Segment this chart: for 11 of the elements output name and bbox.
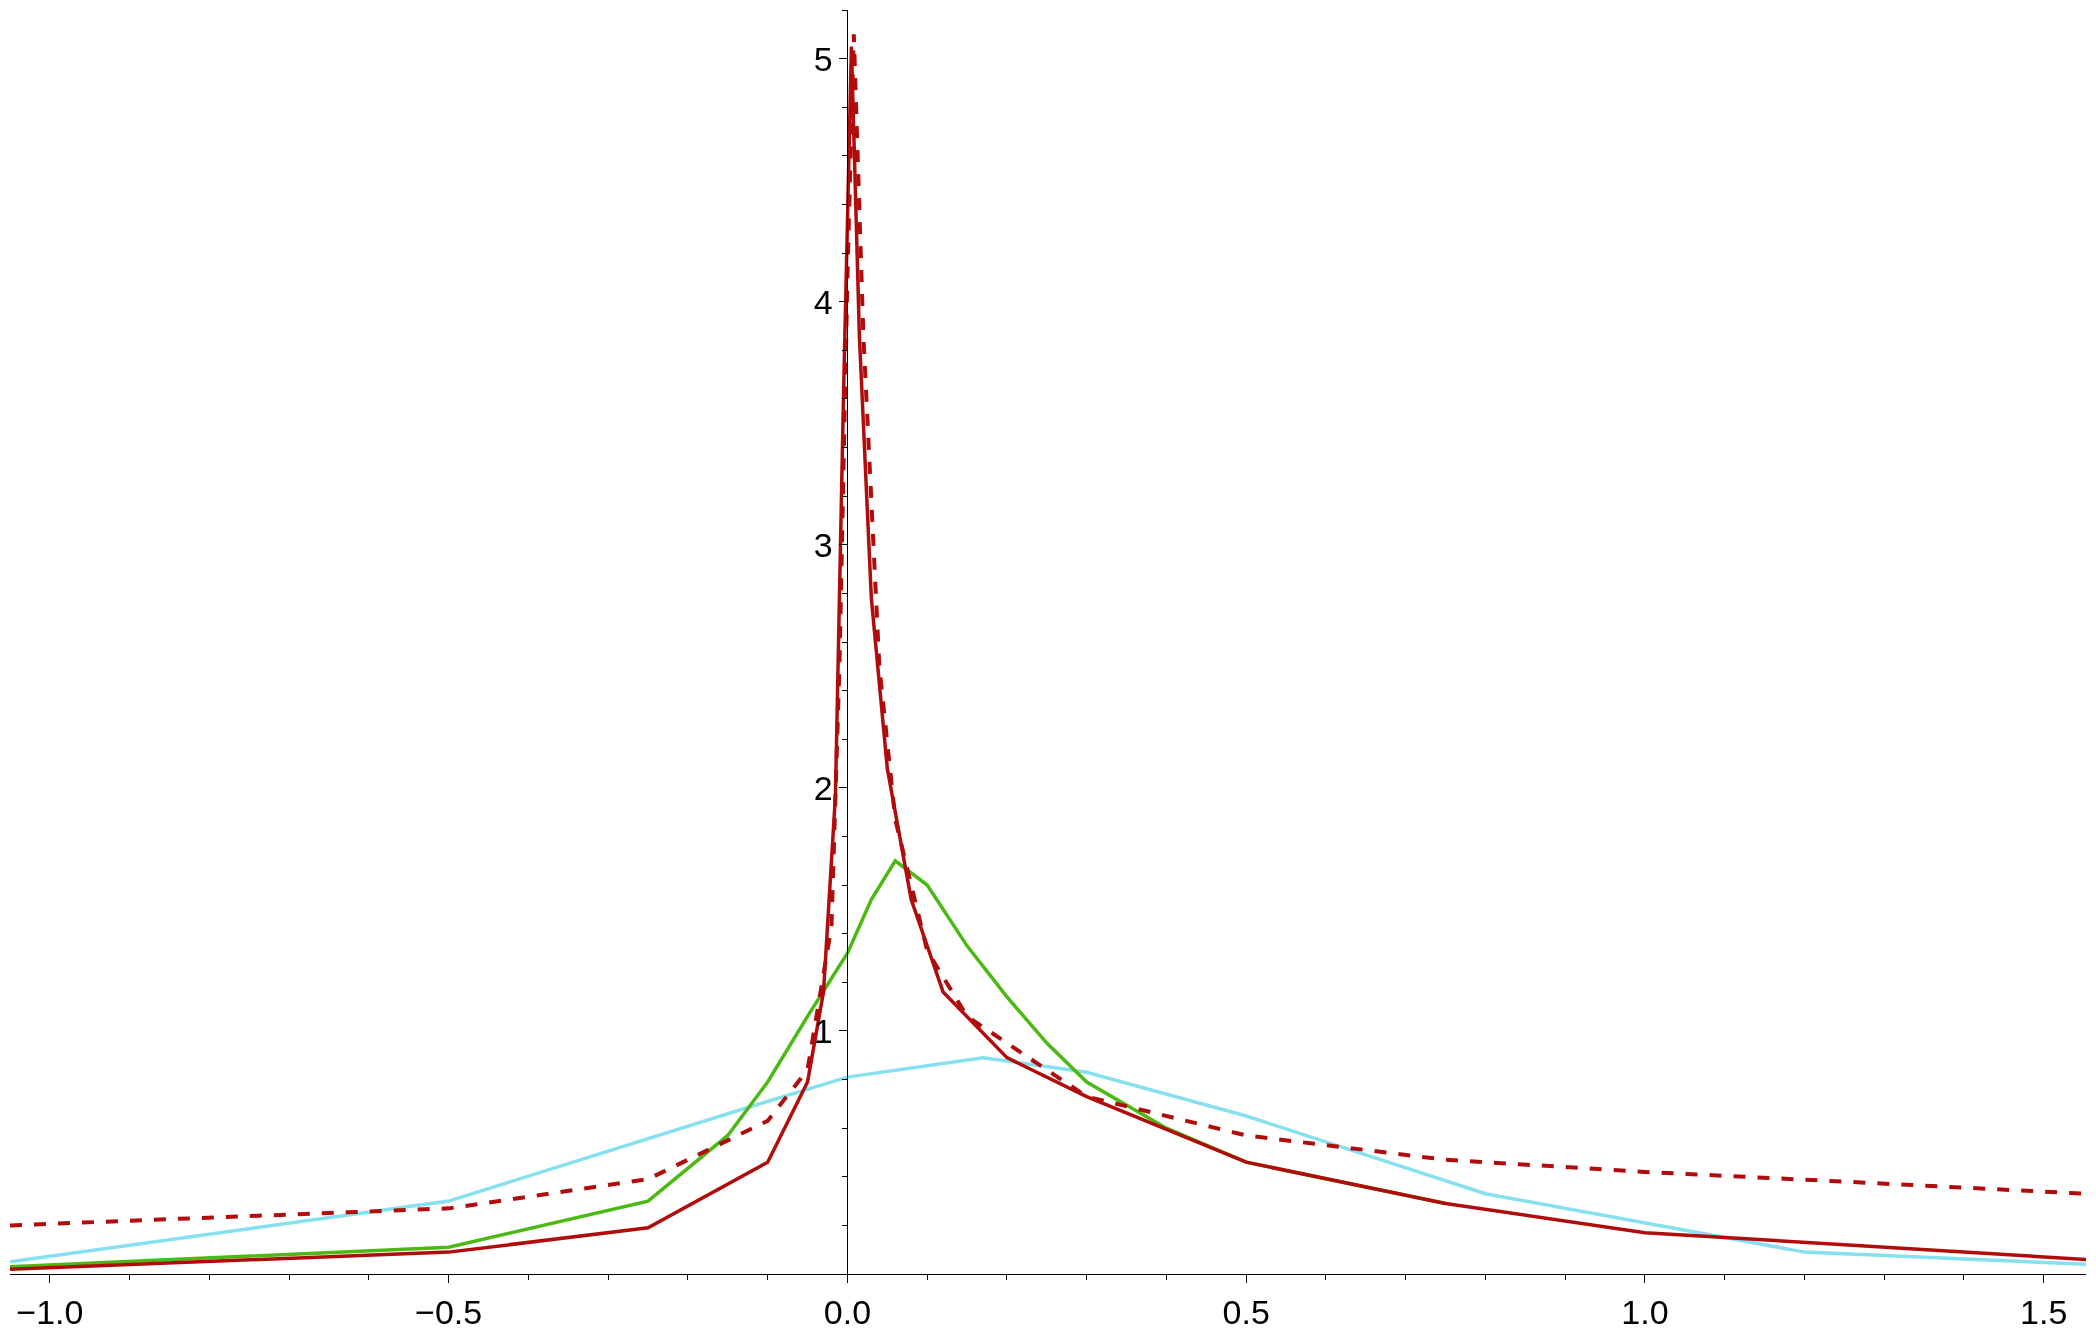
y-tick-label: 2: [813, 768, 833, 807]
x-tick-label: −1.0: [16, 1292, 84, 1331]
x-tick-label: −0.5: [415, 1292, 483, 1331]
line-series: [10, 1055, 2086, 1267]
x-tick-label: 0.5: [1222, 1292, 1270, 1331]
x-tick-label: 0.0: [823, 1292, 872, 1331]
x-tick-label: 1.0: [1621, 1292, 1669, 1331]
y-tick-label: 4: [813, 282, 833, 321]
y-tick-label: 5: [813, 39, 833, 78]
x-tick-label: 1.5: [2020, 1292, 2068, 1331]
y-tick-label: 3: [813, 525, 833, 564]
